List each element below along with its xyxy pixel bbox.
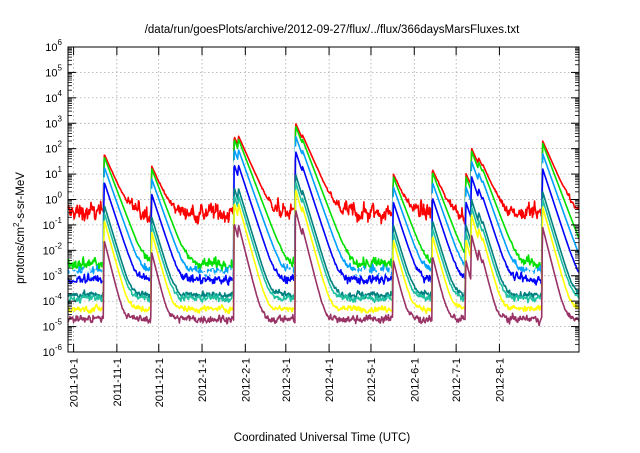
x-axis-label: Coordinated Universal Time (UTC) <box>234 432 411 444</box>
y-axis-label: protons/cm2-s-sr-MeV <box>12 172 27 284</box>
y-tick-label: 102 <box>45 140 62 156</box>
y-tick-label: 10-4 <box>43 292 63 308</box>
x-tick-label: 2012-6-1 <box>409 358 421 402</box>
y-tick-label: 104 <box>45 89 62 105</box>
x-tick-label: 2012-7-1 <box>451 358 463 402</box>
series-line-4 <box>67 146 580 281</box>
y-tick-label: 100 <box>45 191 62 207</box>
series-line-7 <box>67 181 580 304</box>
x-tick-label: 2011-10-1 <box>69 358 81 407</box>
x-tick-label: 2012-4-1 <box>324 358 336 402</box>
ticks: 10-6 10-5 10-4 10-3 10-2 10-1 100 101 102 103 104 1… <box>43 38 579 407</box>
series-line-1 <box>67 123 580 225</box>
y-tick-label: 10-3 <box>43 267 63 283</box>
series-group <box>67 123 580 327</box>
x-tick-label: 2012-1-1 <box>197 358 209 402</box>
svg-text:protons/cm2-s-sr-MeV: protons/cm2-s-sr-MeV <box>12 172 27 284</box>
y-tick-label: 10-5 <box>43 318 63 334</box>
y-tick-label: 10-1 <box>43 216 63 232</box>
y-axis-label-sup: 2 <box>12 222 21 227</box>
y-tick-label: 10-2 <box>43 241 63 257</box>
y-axis-label-main: protons/cm <box>15 227 27 284</box>
series-line-6 <box>67 174 580 301</box>
x-tick-label: 2012-5-1 <box>366 358 378 402</box>
chart-title: /data/run/goesPlots/archive/2012-09-27/f… <box>145 24 520 36</box>
y-tick-label: 103 <box>45 114 62 130</box>
series-line-5 <box>67 151 580 286</box>
x-tick-label: 2012-8-1 <box>494 358 506 402</box>
x-tick-label: 2011-12-1 <box>154 358 166 407</box>
series-line-8 <box>67 189 580 315</box>
y-axis-label-rest: -s-sr-MeV <box>15 172 27 223</box>
y-tick-label: 106 <box>45 38 62 54</box>
series-line-3 <box>67 136 580 279</box>
x-tick-label: 2012-3-1 <box>281 358 293 402</box>
x-tick-label: 2011-11-1 <box>112 358 124 407</box>
x-tick-label: 2012-2-1 <box>240 358 252 402</box>
y-tick-label: 10-6 <box>43 343 63 359</box>
series-line-2 <box>67 125 580 275</box>
y-tick-label: 101 <box>45 165 62 181</box>
series-line-9 <box>67 210 580 327</box>
y-tick-label: 105 <box>45 63 62 79</box>
